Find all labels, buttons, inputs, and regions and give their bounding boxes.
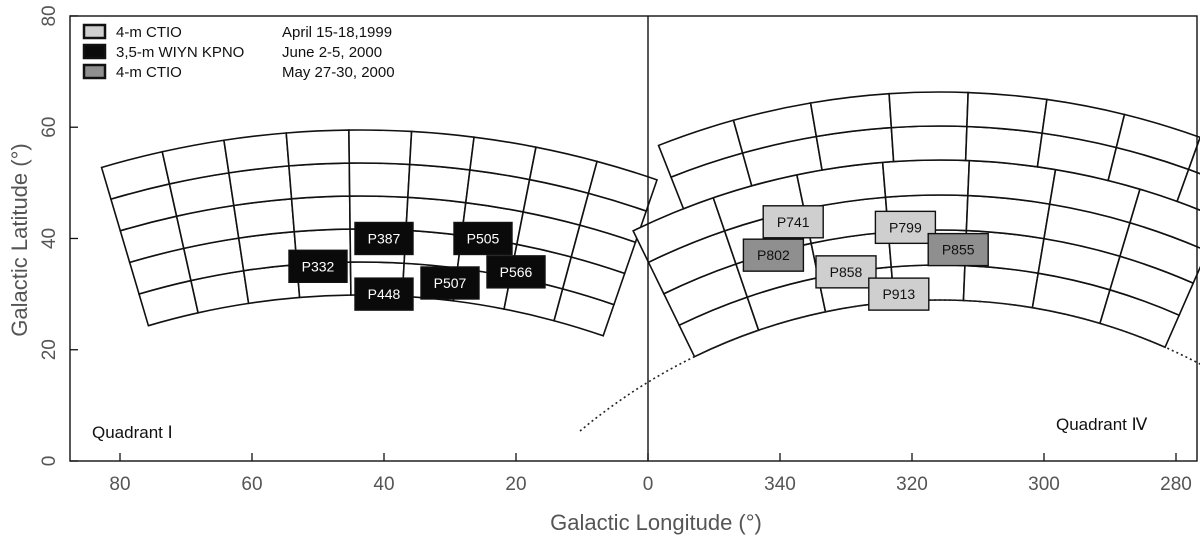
field-label-p802: P802 xyxy=(757,247,790,263)
observed-field-p507 xyxy=(420,266,480,300)
survey-field-cell xyxy=(285,129,351,167)
survey-field-cell xyxy=(407,163,471,204)
observed-field-p802 xyxy=(742,238,805,272)
survey-field-cell xyxy=(348,162,411,199)
legend-dates-ctio-2000: May 27-30, 2000 xyxy=(282,64,395,81)
field-label-p855: P855 xyxy=(942,242,975,258)
observed-field-p741 xyxy=(762,205,824,239)
y-axis-label: Galactic Latitude (°) xyxy=(7,143,32,336)
survey-field-cell xyxy=(587,160,659,213)
x-tick-label: 60 xyxy=(241,474,262,495)
observed-field-p858 xyxy=(815,255,877,289)
field-label-p387: P387 xyxy=(368,230,401,246)
observed-field-p566 xyxy=(486,255,546,289)
x-tick-label: 280 xyxy=(1160,474,1192,495)
x-tick-label: 40 xyxy=(373,474,394,495)
survey-field-cell xyxy=(408,130,475,171)
x-tick-label: 340 xyxy=(764,474,796,495)
observed-field-p913 xyxy=(868,277,930,311)
quadrant-4-label: Quadrant Ⅳ xyxy=(1056,415,1148,434)
observed-field-p387 xyxy=(354,221,414,256)
field-label-p448: P448 xyxy=(368,286,401,302)
survey-field-cell xyxy=(888,91,969,129)
x-tick-label: 300 xyxy=(1028,474,1060,495)
survey-field-cell xyxy=(288,162,351,200)
observed-field-p799 xyxy=(874,210,937,245)
y-tick-label: 80 xyxy=(39,5,60,26)
legend-swatch-ctio-1999 xyxy=(82,23,107,40)
x-axis-label: Galactic Longitude (°) xyxy=(550,510,762,535)
x-tick-label: 80 xyxy=(109,474,130,495)
survey-field-cell xyxy=(890,125,968,163)
y-tick-label: 0 xyxy=(39,456,60,467)
y-tick-label: 60 xyxy=(39,117,60,138)
legend-telescope-ctio-2000: 4-m CTIO xyxy=(116,64,182,81)
field-label-p332: P332 xyxy=(302,258,335,274)
legend: 4-m CTIO April 15-18,1999 3,5-m WIYN KPN… xyxy=(82,23,395,81)
observed-field-p855 xyxy=(927,232,989,267)
legend-dates-wiyn-2000: June 2-5, 2000 xyxy=(282,44,382,61)
observed-field-p448 xyxy=(354,277,414,311)
field-label-p858: P858 xyxy=(830,264,863,280)
legend-dates-ctio-1999: April 15-18,1999 xyxy=(282,24,392,41)
observed-field-cells xyxy=(288,205,989,311)
field-labels: P332 P387 P448 P505 P507 P566 P741 P799 P802 P855… xyxy=(302,214,975,302)
legend-telescope-ctio-1999: 4-m CTIO xyxy=(116,24,182,41)
survey-field-cell xyxy=(223,132,290,174)
legend-swatch-ctio-2000 xyxy=(82,63,107,80)
x-tick-label: 0 xyxy=(643,474,654,495)
field-label-p799: P799 xyxy=(889,219,922,235)
legend-telescope-wiyn-2000: 3,5-m WIYN KPNO xyxy=(116,44,244,61)
observed-field-p332 xyxy=(288,249,348,283)
field-label-p913: P913 xyxy=(882,286,915,302)
survey-field-cell xyxy=(1115,113,1200,171)
survey-field-cell xyxy=(881,159,971,199)
survey-field-cell xyxy=(348,129,413,166)
y-tick-label: 40 xyxy=(39,228,60,249)
axis-ticks: 0 20 40 60 80 80 60 40 20 340 320 300 280 0 xyxy=(39,5,1192,495)
survey-field-cell xyxy=(966,91,1048,135)
y-tick-label: 20 xyxy=(39,339,60,360)
x-tick-label: 20 xyxy=(505,474,526,495)
quadrant-1-label: Quadrant Ⅰ xyxy=(92,423,173,442)
galactic-plane-curve xyxy=(579,299,1200,432)
field-label-p741: P741 xyxy=(777,214,810,230)
legend-swatch-wiyn-2000 xyxy=(82,43,107,60)
x-tick-label: 320 xyxy=(896,474,928,495)
field-label-p566: P566 xyxy=(500,264,533,280)
field-label-p505: P505 xyxy=(467,230,500,246)
field-grid-quadrant-1 xyxy=(100,129,659,337)
survey-field-cell xyxy=(290,195,351,233)
survey-field-cell xyxy=(964,125,1044,168)
field-label-p507: P507 xyxy=(434,275,467,291)
observed-field-p505 xyxy=(453,221,513,256)
